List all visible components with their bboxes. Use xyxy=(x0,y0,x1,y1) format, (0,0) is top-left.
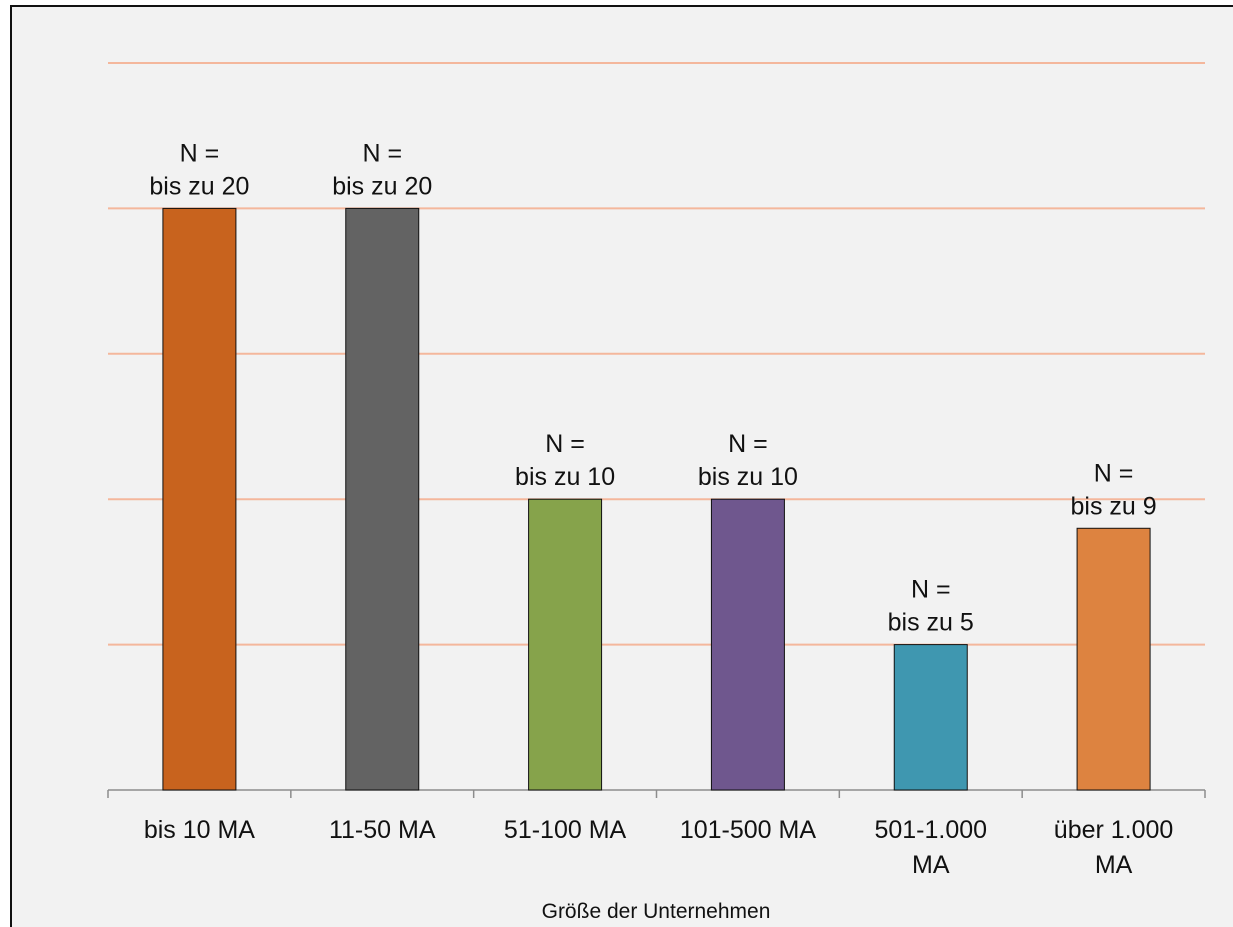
bars xyxy=(162,207,1151,791)
bar xyxy=(528,498,603,791)
data-label: N = xyxy=(911,576,951,604)
bar xyxy=(710,498,785,791)
x-tick-label: über 1.000 xyxy=(1054,816,1174,844)
bar xyxy=(893,644,968,791)
bar xyxy=(1076,527,1151,791)
data-label: bis zu 10 xyxy=(515,463,615,491)
data-label: N = xyxy=(1094,459,1134,487)
data-label: N = xyxy=(728,430,768,458)
bar xyxy=(162,207,237,791)
data-label: N = xyxy=(545,430,585,458)
x-axis xyxy=(107,789,1206,798)
bar xyxy=(345,207,420,791)
x-tick-labels: bis 10 MA 11-50 MA 51-100 MA 101-500 MA 501-… xyxy=(144,816,1174,879)
x-tick-label: MA xyxy=(1095,851,1133,879)
x-tick-label: 11-50 MA xyxy=(329,816,436,844)
x-tick-label: 501-1.000 xyxy=(874,816,987,844)
data-label: bis zu 20 xyxy=(332,172,432,200)
x-tick-label: 101-500 MA xyxy=(680,816,817,844)
gridlines xyxy=(108,62,1205,646)
data-label: N = xyxy=(180,139,220,167)
data-labels: N = bis zu 20 N = bis zu 20 N = bis zu 10 N = b… xyxy=(149,139,1156,636)
data-label: bis zu 10 xyxy=(698,463,798,491)
x-tick-label: bis 10 MA xyxy=(144,816,255,844)
x-axis-title: Größe der Unternehmen xyxy=(542,900,771,923)
data-label: bis zu 9 xyxy=(1070,492,1156,520)
data-label: bis zu 5 xyxy=(888,609,974,637)
data-label: N = xyxy=(362,139,402,167)
x-tick-label: MA xyxy=(912,851,950,879)
data-label: bis zu 20 xyxy=(149,172,249,200)
x-tick-label: 51-100 MA xyxy=(504,816,627,844)
